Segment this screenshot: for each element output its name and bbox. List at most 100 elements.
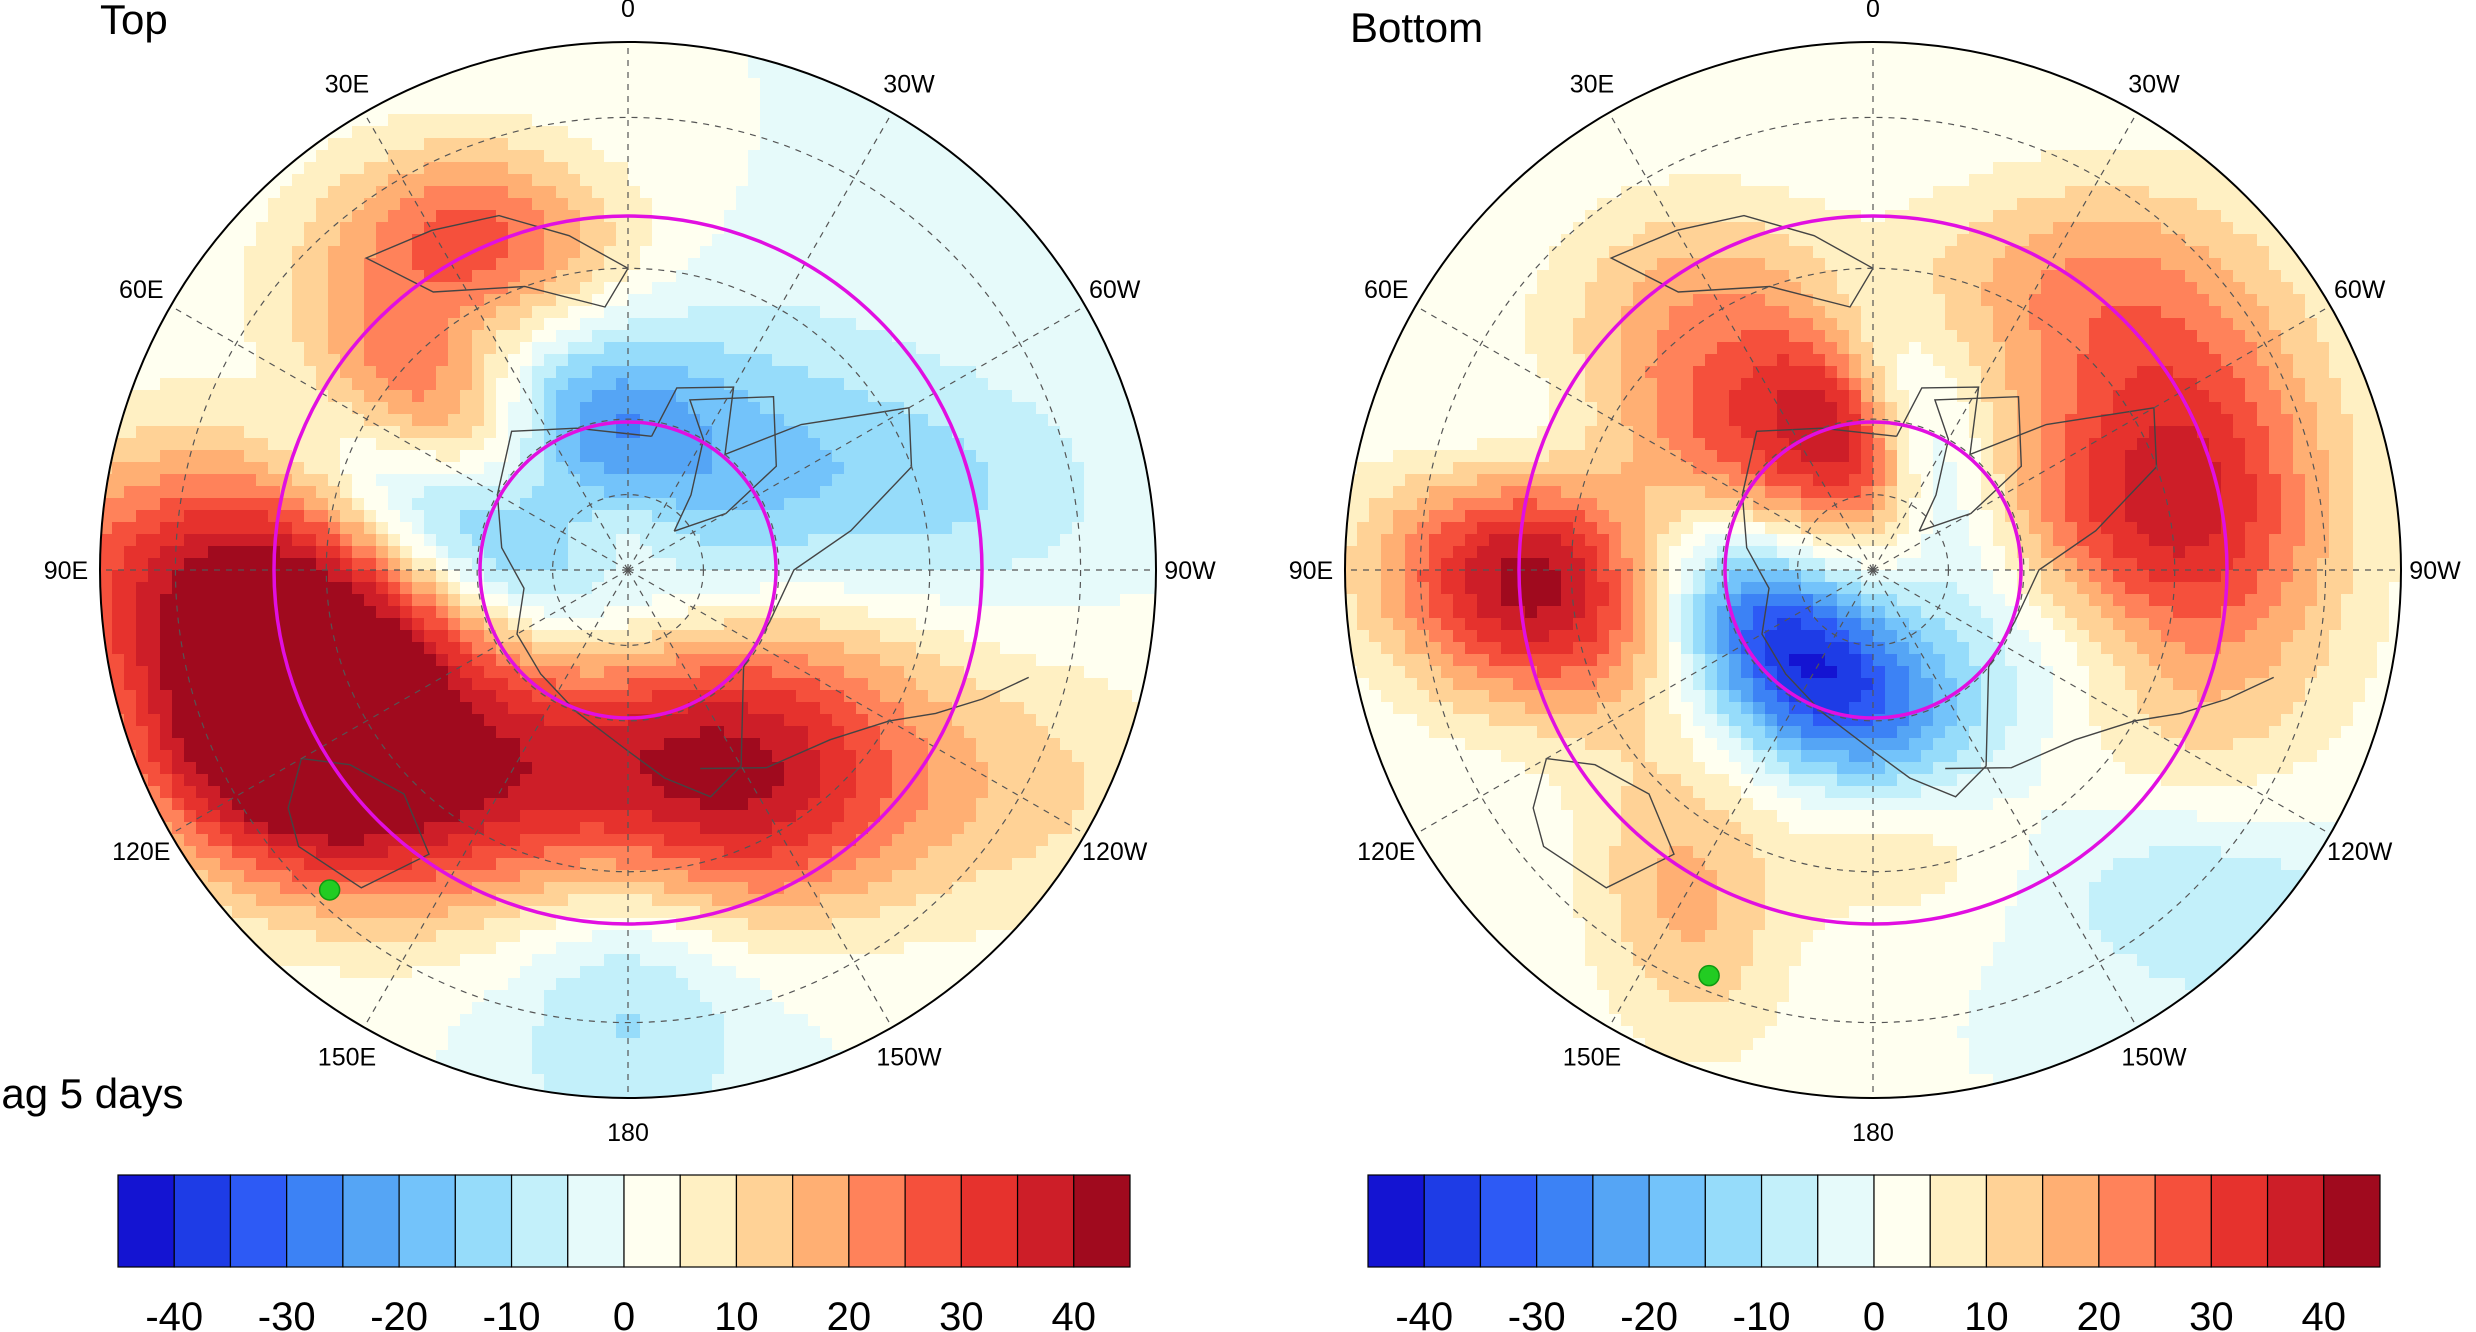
field-cell [796,354,809,367]
field-cell [1132,654,1145,667]
field-cell [1036,798,1049,811]
field-cell [208,246,221,259]
field-cell [532,594,545,607]
field-cell [160,618,173,631]
field-cell [208,498,221,511]
field-cell [592,606,605,619]
field-cell [508,186,521,199]
field-cell [664,42,677,55]
field-cell [508,54,521,67]
field-cell [664,738,677,751]
field-cell [952,174,965,187]
field-cell [148,654,161,667]
field-cell [616,762,629,775]
field-cell [760,654,773,667]
field-cell [976,378,989,391]
field-cell [556,378,569,391]
field-cell [100,690,113,703]
field-cell [928,702,941,715]
field-cell [856,222,869,235]
field-cell [544,306,557,319]
field-cell [748,798,761,811]
field-cell [760,42,773,55]
field-cell [448,498,461,511]
field-cell [316,558,329,571]
field-cell [1144,570,1156,583]
field-cell [940,342,953,355]
field-cell [496,198,509,211]
field-cell [1072,546,1085,559]
field-cell [712,522,725,535]
field-cell [808,282,821,295]
field-cell [1144,450,1156,463]
field-cell [844,162,857,175]
field-cell [964,762,977,775]
field-cell [1012,558,1025,571]
field-cell [352,642,365,655]
field-cell [220,450,233,463]
field-cell [568,186,581,199]
field-cell [640,774,653,787]
field-cell [412,390,425,403]
field-cell [364,486,377,499]
field-cell [892,570,905,583]
field-cell [556,474,569,487]
field-cell [868,330,881,343]
field-cell [844,150,857,163]
field-cell [364,594,377,607]
field-cell [988,306,1001,319]
field-cell [1096,354,1109,367]
field-cell [352,474,365,487]
field-cell [412,738,425,751]
field-cell [796,582,809,595]
field-cell [400,654,413,667]
field-cell [820,762,833,775]
field-cell [208,702,221,715]
field-cell [508,774,521,787]
field-cell [268,786,281,799]
field-cell [892,654,905,667]
field-cell [772,654,785,667]
field-cell [916,510,929,523]
field-cell [856,102,869,115]
field-cell [1144,702,1156,715]
field-cell [976,462,989,475]
field-cell [220,210,233,223]
field-cell [1036,510,1049,523]
field-cell [544,318,557,331]
field-cell [952,462,965,475]
field-cell [760,282,773,295]
field-cell [136,642,149,655]
field-cell [1060,642,1073,655]
field-cell [472,510,485,523]
field-cell [724,126,737,139]
field-cell [628,222,641,235]
field-cell [352,426,365,439]
field-cell [376,522,389,535]
field-cell [652,342,665,355]
field-cell [520,378,533,391]
field-cell [568,666,581,679]
field-cell [820,198,833,211]
field-cell [424,510,437,523]
field-cell [676,450,689,463]
field-cell [580,546,593,559]
field-cell [400,186,413,199]
field-cell [340,642,353,655]
field-cell [172,642,185,655]
field-cell [748,702,761,715]
field-cell [244,450,257,463]
field-cell [592,258,605,271]
field-cell [280,150,293,163]
field-cell [172,270,185,283]
field-cell [268,318,281,331]
field-cell [256,294,269,307]
field-cell [328,114,341,127]
field-cell [1036,342,1049,355]
field-cell [268,294,281,307]
field-cell [652,642,665,655]
field-cell [496,810,509,823]
field-cell [568,414,581,427]
field-cell [1096,402,1109,415]
field-cell [868,450,881,463]
